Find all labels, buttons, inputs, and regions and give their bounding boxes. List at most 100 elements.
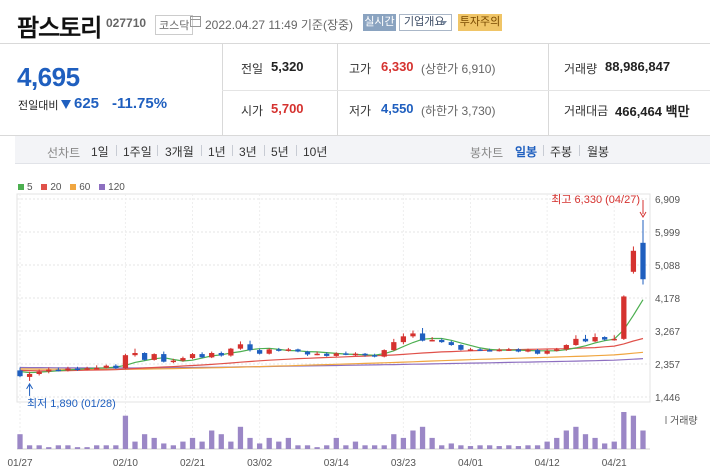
- candlestick-svg: 6,909 5,999 5,088 4,178 3,267 2,357 1,446 01/27…: [7, 193, 697, 469]
- volume-bar: [141, 434, 148, 449]
- stock-name: 팜스토리: [17, 15, 102, 42]
- candle-body: [113, 365, 119, 369]
- candle-body: [26, 374, 33, 377]
- change-percent: -11.75%: [112, 95, 168, 112]
- candle-body: [573, 338, 579, 346]
- company-info-label: 기업개요: [404, 16, 445, 28]
- candle-body: [65, 368, 71, 371]
- legend-ma60: 60: [70, 182, 90, 193]
- candle-body: [103, 365, 109, 368]
- period-1w[interactable]: 1주일: [123, 145, 152, 159]
- y-tick-label: 2,357: [655, 360, 680, 371]
- candle-body: [400, 336, 407, 343]
- volume-value: 88,986,847: [605, 59, 671, 74]
- candle-body: [36, 371, 42, 375]
- volume-bar: [295, 445, 301, 449]
- volume-bar: [237, 426, 244, 449]
- volume-bar: [285, 437, 292, 449]
- candle-body: [74, 368, 81, 371]
- volume-bar: [132, 441, 138, 449]
- candle-body: [295, 349, 301, 352]
- candle-daily[interactable]: 일봉: [515, 145, 538, 159]
- x-tick-label: 02/10: [113, 458, 138, 469]
- realtime-button[interactable]: 실시간: [363, 14, 396, 31]
- period-3m[interactable]: 3개월: [165, 145, 194, 159]
- volume-bar: [362, 445, 368, 449]
- volume-bar: [113, 445, 119, 449]
- candle-body: [621, 296, 627, 339]
- volume-bar: [419, 426, 426, 449]
- volume-bar: [17, 434, 23, 449]
- x-tick-label: 02/21: [180, 458, 205, 469]
- candle-body: [324, 353, 330, 356]
- candle-body: [209, 353, 215, 358]
- candle-body: [602, 337, 608, 340]
- chevron-down-icon: [441, 21, 447, 25]
- volume-bar: [199, 441, 205, 449]
- candle-body: [314, 353, 320, 356]
- period-toolbar: 선차트 1일 1주일 3개월 1년 3년 5년 10년 봉차트 일봉 주봉 월봉: [15, 136, 710, 164]
- volume-bar: [55, 445, 61, 449]
- volume-bar: [391, 434, 397, 449]
- candle-body: [582, 338, 589, 342]
- candle-body: [170, 360, 176, 363]
- y-tick-label: 4,178: [655, 294, 680, 305]
- low-annotation: 최저 1,890 (01/28): [27, 397, 116, 410]
- volume-bar: [304, 445, 311, 449]
- x-tick-label: 01/27: [7, 458, 32, 469]
- candle-body: [285, 349, 292, 351]
- candle-body: [304, 351, 311, 355]
- candle-monthly[interactable]: 월봉: [587, 145, 610, 159]
- candle-body: [534, 350, 541, 354]
- candle-body: [630, 250, 637, 272]
- x-tick-label: 04/21: [602, 458, 627, 469]
- x-tick-label: 04/12: [535, 458, 560, 469]
- upper-limit: (상한가 6,910): [421, 62, 496, 76]
- ma20-line: [19, 337, 644, 372]
- candle-body: [276, 349, 282, 351]
- candle-body: [419, 333, 426, 341]
- candle-body: [429, 339, 435, 342]
- volume-bar: [314, 447, 320, 449]
- divider: [222, 44, 223, 135]
- stock-code: 027710: [106, 16, 147, 30]
- candle-body: [496, 349, 502, 352]
- candle-weekly[interactable]: 주봉: [550, 145, 573, 159]
- volume-bar: [333, 437, 339, 449]
- period-1y[interactable]: 1년: [208, 145, 226, 159]
- candle-body: [256, 350, 263, 354]
- period-1d[interactable]: 1일: [91, 145, 109, 159]
- divider: [548, 44, 549, 135]
- candle-body: [525, 350, 531, 352]
- open-value: 5,700: [271, 101, 304, 116]
- volume-bar: [247, 437, 253, 449]
- period-10y[interactable]: 10년: [303, 145, 328, 159]
- company-info-dropdown[interactable]: 기업개요: [399, 14, 452, 31]
- candle-body: [515, 349, 522, 352]
- candle-body: [94, 367, 100, 370]
- lower-limit: (하한가 3,730): [421, 104, 496, 118]
- high-arrowhead: [639, 211, 647, 218]
- candle-body: [563, 345, 569, 350]
- candle-body: [448, 342, 454, 346]
- investment-warning-badge[interactable]: 투자주의: [458, 14, 502, 31]
- period-3y[interactable]: 3년: [239, 145, 257, 159]
- candle-body: [122, 355, 129, 369]
- prev-close-value: 5,320: [271, 59, 304, 74]
- volume-bar: [496, 446, 502, 449]
- volume-bar: [209, 430, 215, 449]
- legend-ma5: 5: [18, 182, 33, 193]
- y-tick-label: 5,088: [655, 261, 680, 272]
- open-label: 시가: [241, 104, 264, 118]
- volume-bar: [343, 445, 349, 449]
- volume-bar: [46, 447, 52, 449]
- candle-body: [381, 350, 387, 357]
- volume-bar: [371, 445, 378, 449]
- volume-bar: [151, 437, 157, 449]
- y-tick-label: 3,267: [655, 327, 680, 338]
- candle-body: [132, 353, 138, 356]
- period-5y[interactable]: 5년: [271, 145, 289, 159]
- volume-bar: [506, 445, 512, 449]
- quote-panel: 4,695 전일대비 625 -11.75% 전일 5,320 시가 5,700…: [0, 44, 710, 136]
- volume-label: 거래량: [564, 62, 598, 76]
